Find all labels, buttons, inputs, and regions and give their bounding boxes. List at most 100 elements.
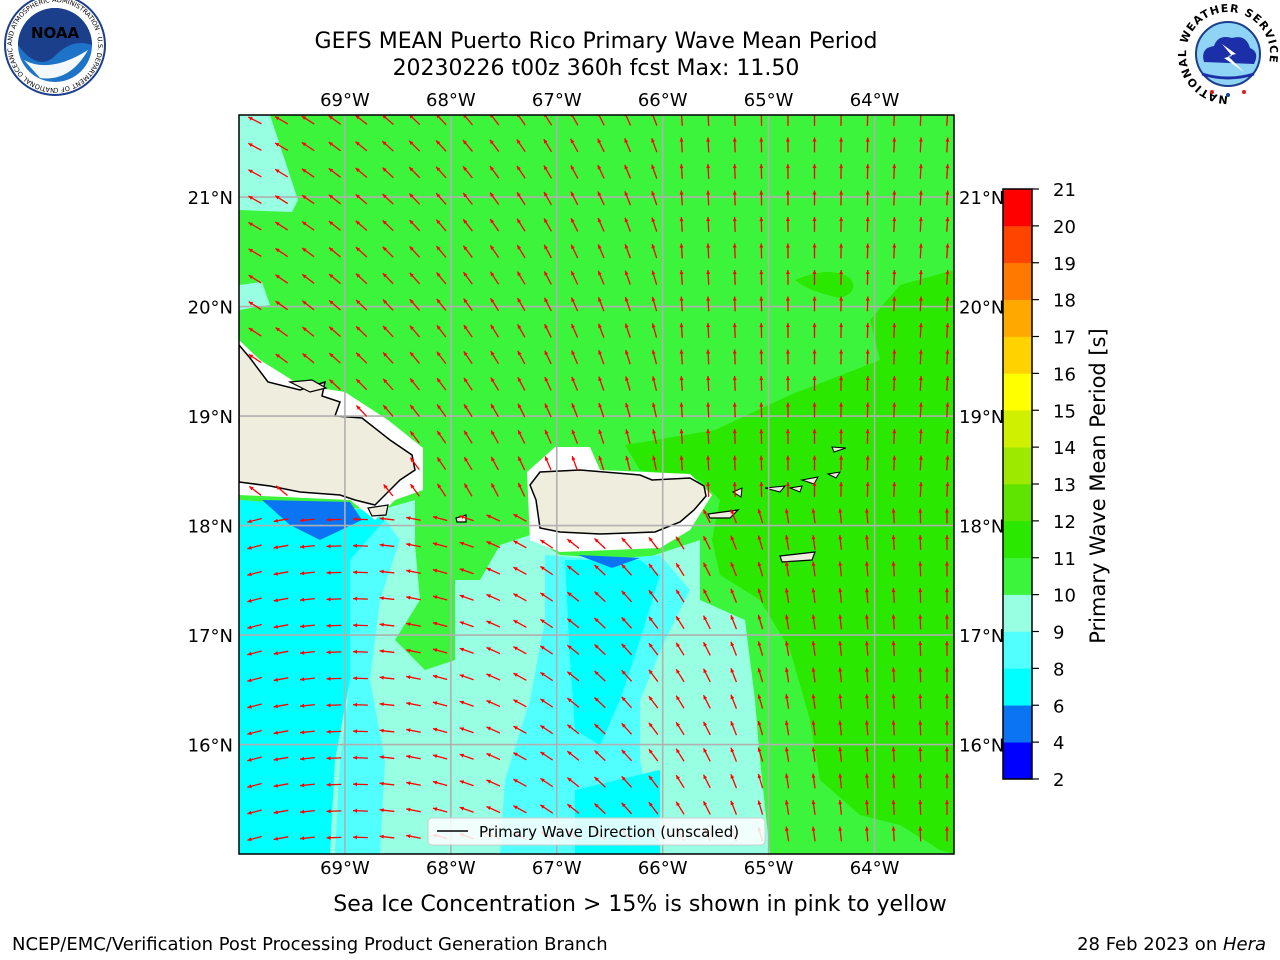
wave-arrow bbox=[621, 616, 633, 629]
colorbar-tick-label: 16 bbox=[1053, 364, 1076, 385]
wave-arrow bbox=[732, 243, 737, 259]
wave-arrow bbox=[838, 667, 843, 683]
wave-arrow bbox=[299, 809, 315, 814]
wave-arrow bbox=[517, 350, 526, 365]
wave-arrow bbox=[275, 274, 289, 284]
colorbar-tick-label: 6 bbox=[1053, 696, 1064, 717]
wave-arrow bbox=[566, 750, 580, 761]
wave-arrow bbox=[597, 164, 605, 179]
wave-arrow bbox=[432, 621, 448, 628]
wave-arrow bbox=[675, 615, 685, 630]
wave-arrow bbox=[273, 703, 289, 709]
wave-arrow bbox=[352, 623, 368, 628]
wave-arrow bbox=[459, 621, 474, 628]
wave-arrow bbox=[759, 455, 764, 471]
wave-arrow bbox=[299, 571, 315, 576]
wave-arrow bbox=[490, 456, 499, 471]
footer-date: 28 Feb 2023 on bbox=[1077, 934, 1223, 955]
wave-arrow bbox=[944, 534, 949, 550]
wave-arrow bbox=[544, 403, 552, 418]
colorbar-segment bbox=[1003, 520, 1032, 559]
colorbar-tick-label: 9 bbox=[1053, 623, 1064, 644]
wave-arrow bbox=[462, 192, 473, 205]
wave-arrow bbox=[730, 588, 738, 603]
wave-arrow bbox=[757, 561, 764, 577]
wave-arrow bbox=[459, 515, 474, 522]
wave-arrow bbox=[944, 720, 949, 736]
wave-arrow bbox=[839, 322, 844, 338]
wave-arrow bbox=[301, 273, 315, 284]
wave-arrow bbox=[811, 614, 816, 630]
wave-arrow bbox=[918, 163, 923, 179]
wave-arrow bbox=[675, 589, 685, 603]
wave-arrow bbox=[759, 481, 764, 497]
wave-arrow bbox=[328, 220, 341, 231]
noaa-logo-text: NOAA bbox=[31, 24, 80, 42]
wave-arrow bbox=[275, 485, 288, 496]
wave-arrow bbox=[463, 456, 473, 471]
wave-arrow bbox=[839, 402, 844, 418]
wave-arrow bbox=[516, 244, 526, 259]
wave-arrow bbox=[621, 590, 633, 603]
wave-arrow bbox=[571, 376, 579, 391]
wave-arrow bbox=[248, 353, 262, 364]
wave-arrow bbox=[838, 534, 843, 550]
wave-arrow bbox=[382, 325, 394, 338]
wave-arrow bbox=[355, 246, 368, 258]
wave-arrow bbox=[462, 166, 473, 179]
wave-arrow bbox=[273, 518, 289, 523]
lat-ticks-left: 21°N 20°N 19°N 18°N 17°N 16°N bbox=[188, 188, 233, 756]
colorbar-label: Primary Wave Mean Period [s] bbox=[1086, 328, 1110, 644]
wave-arrow bbox=[459, 700, 474, 707]
wave-arrow bbox=[891, 640, 896, 656]
wave-arrow bbox=[539, 724, 554, 735]
wave-arrow bbox=[247, 623, 262, 630]
wave-arrow bbox=[406, 622, 421, 627]
wave-arrow bbox=[570, 270, 579, 285]
wave-arrow bbox=[406, 728, 421, 733]
wave-arrow bbox=[486, 593, 501, 602]
wave-arrow bbox=[757, 773, 764, 789]
wave-arrow bbox=[539, 804, 554, 814]
wave-arrow bbox=[597, 297, 605, 312]
wave-arrow bbox=[566, 671, 580, 682]
wave-arrow bbox=[248, 485, 262, 496]
wave-arrow bbox=[730, 668, 738, 683]
wave-arrow bbox=[543, 244, 552, 259]
wave-arrow bbox=[566, 644, 580, 655]
wave-arrow bbox=[865, 216, 870, 232]
wave-arrow bbox=[459, 647, 474, 654]
wave-arrow bbox=[543, 165, 553, 179]
wave-arrow bbox=[706, 269, 711, 285]
wave-arrow bbox=[732, 269, 737, 285]
wave-arrow bbox=[328, 299, 341, 311]
wave-arrow bbox=[838, 614, 843, 630]
wave-arrow bbox=[516, 139, 526, 153]
wave-arrow bbox=[811, 561, 816, 577]
wave-arrow bbox=[785, 349, 790, 365]
wave-arrow bbox=[248, 221, 262, 231]
wave-arrow bbox=[517, 429, 526, 444]
map-legend: Primary Wave Direction (unscaled) bbox=[427, 817, 766, 846]
wave-arrow bbox=[571, 403, 579, 418]
wave-arrow bbox=[432, 727, 448, 734]
colorbar-tick-label: 12 bbox=[1053, 512, 1076, 533]
wave-arrow bbox=[406, 542, 421, 548]
wave-arrow bbox=[918, 746, 923, 762]
wave-arrow bbox=[247, 597, 262, 603]
wave-arrow bbox=[352, 702, 368, 707]
wave-arrow bbox=[490, 377, 500, 391]
wave-arrow bbox=[702, 562, 711, 577]
wave-arrow bbox=[274, 247, 289, 258]
wave-arrow bbox=[865, 428, 870, 444]
wave-arrow bbox=[432, 595, 448, 601]
wave-arrow bbox=[679, 243, 684, 259]
wave-arrow bbox=[730, 509, 738, 524]
wave-arrow bbox=[892, 455, 897, 471]
wave-arrow bbox=[408, 193, 421, 205]
wave-arrow bbox=[785, 163, 790, 179]
wave-arrow bbox=[838, 561, 843, 577]
wave-arrow bbox=[865, 137, 870, 153]
wave-arrow bbox=[409, 430, 420, 444]
wave-arrow bbox=[892, 190, 897, 206]
